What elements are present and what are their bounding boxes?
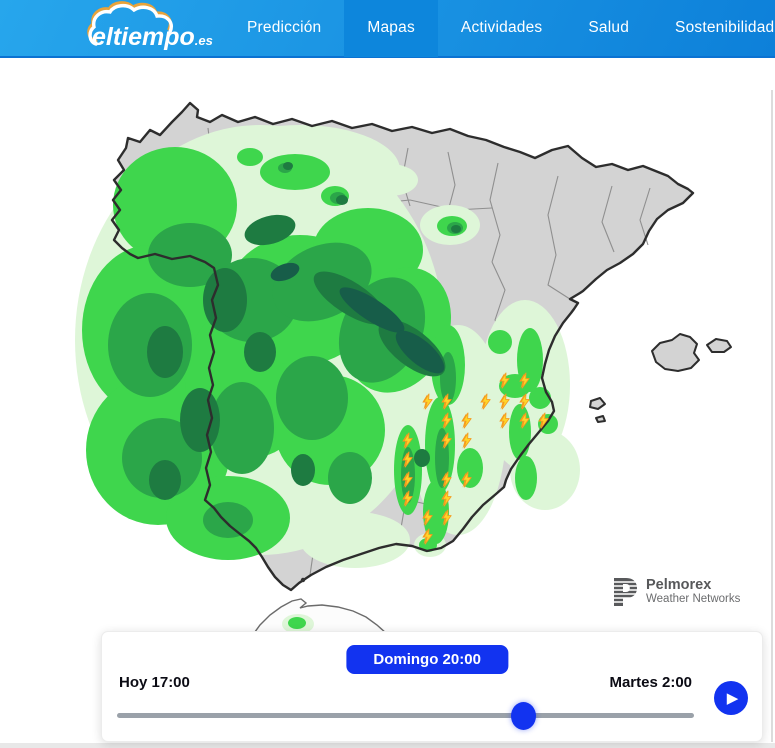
menorca-island [706, 338, 732, 353]
pelmorex-logo-icon [613, 578, 639, 606]
coastline-layer [110, 101, 732, 592]
play-icon: ▶ [726, 689, 739, 707]
mallorca-island [651, 333, 700, 372]
time-slider[interactable] [117, 702, 694, 730]
cloud-icon: eltiempo.es [87, 1, 213, 51]
nav-item-sostenibilidad[interactable]: Sostenibilidad [675, 19, 775, 36]
top-navbar: eltiempo.es Predicción Mapas Actividades Sa… [0, 0, 775, 58]
page-bottom-edge [0, 743, 775, 748]
range-end-label: Martes 2:00 [609, 674, 692, 691]
range-start-label: Hoy 17:00 [119, 674, 190, 691]
formentera-island [595, 415, 606, 423]
gibraltar-point [300, 577, 306, 583]
nav-item-salud[interactable]: Salud [588, 19, 630, 36]
timeline-card: Domingo 20:00 Hoy 17:00 Martes 2:00 ▶ [101, 631, 763, 742]
selected-time-badge: Domingo 20:00 [346, 645, 508, 674]
play-button[interactable]: ▶ [714, 681, 748, 715]
main-nav: Predicción Mapas Actividades Salud Sostenibi… [224, 0, 775, 57]
attribution-sub: Weather Networks [646, 593, 741, 605]
logo-text: eltiempo.es [92, 23, 213, 51]
slider-thumb[interactable] [511, 702, 537, 730]
nav-item-actividades[interactable]: Actividades [460, 19, 543, 36]
ibiza-island [589, 397, 606, 410]
scrollbar-track[interactable] [771, 90, 773, 742]
attribution: Pelmorex Weather Networks [613, 577, 740, 607]
nav-item-prediccion[interactable]: Predicción [247, 19, 322, 36]
attribution-brand: Pelmorex [646, 577, 712, 593]
nav-item-mapas[interactable]: Mapas [344, 0, 438, 57]
slider-track[interactable] [117, 713, 694, 718]
rain-extreme-layer [270, 262, 445, 374]
site-logo[interactable]: eltiempo.es [84, 1, 216, 55]
